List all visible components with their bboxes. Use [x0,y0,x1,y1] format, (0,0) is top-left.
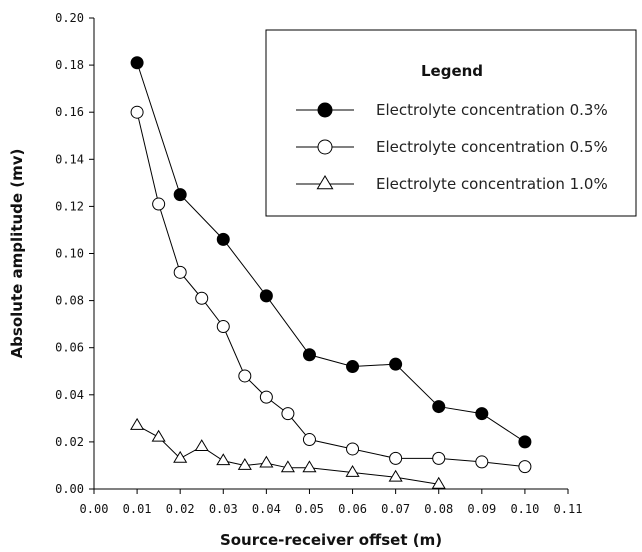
data-point [195,291,209,305]
legend-label: Electrolyte concentration 0.5% [376,138,608,156]
series-2 [130,105,532,474]
data-point [302,433,316,447]
data-point [389,357,403,371]
data-point [237,457,252,470]
data-point [259,455,274,468]
data-point [216,232,230,246]
x-axis-title: Source-receiver offset (m) [220,531,442,549]
series-1 [130,56,532,449]
data-point [345,465,360,477]
legend-marker [317,102,333,118]
data-point [389,451,403,465]
series-line [136,424,439,485]
y-tick-label: 0.08 [55,294,84,308]
data-point [432,400,446,414]
x-tick-label: 0.04 [252,502,281,516]
data-point [216,320,230,334]
x-tick-label: 0.09 [467,502,496,516]
legend-label: Electrolyte concentration 0.3% [376,101,608,119]
data-point [173,188,187,202]
data-point [173,450,188,463]
data-point [194,439,209,452]
data-point [216,453,231,466]
data-point [388,469,403,482]
x-tick-label: 0.03 [209,502,238,516]
x-tick-label: 0.06 [338,502,367,516]
legend-marker [316,175,334,190]
legend-title: Legend [421,62,483,80]
x-tick-label: 0.05 [295,502,324,516]
y-axis-title: Absolute amplitude (mv) [8,149,26,359]
y-tick-label: 0.18 [55,58,84,72]
series-3 [130,417,446,489]
data-point [302,348,316,362]
data-point [346,442,360,456]
data-point [475,407,489,421]
legend-marker [317,139,333,155]
x-tick-label: 0.07 [381,502,410,516]
data-point [518,460,532,474]
data-point [432,451,446,465]
data-point [151,429,166,442]
y-tick-label: 0.16 [55,105,84,119]
data-point [280,460,295,473]
series-line [136,62,526,443]
x-tick-label: 0.00 [80,502,109,516]
y-tick-label: 0.12 [55,199,84,213]
data-point [130,417,145,430]
y-tick-label: 0.00 [55,482,84,496]
data-point [475,455,489,469]
x-tick-label: 0.11 [554,502,583,516]
axes: 0.00 0.02 0.04 0.06 0.08 0.10 0.12 0.14 0.16 0.18… [8,11,582,549]
data-point [130,105,144,119]
x-tick-label: 0.10 [510,502,539,516]
x-tick-label: 0.02 [166,502,195,516]
y-tick-label: 0.14 [55,152,84,166]
data-point [302,460,317,473]
legend: Legend Electrolyte concentration 0.3% Elec… [265,29,637,217]
y-tick-label: 0.04 [55,388,84,402]
x-tick-label: 0.01 [123,502,152,516]
plot-area [130,56,532,489]
y-tick-label: 0.06 [55,341,84,355]
data-point [259,390,273,404]
data-point [281,407,295,421]
data-point [130,56,144,70]
legend-item: Electrolyte concentration 1.0% [296,175,608,193]
y-tick-label: 0.10 [55,247,84,261]
y-tick-label: 0.02 [55,435,84,449]
y-tick-label: 0.20 [55,11,84,25]
data-point [431,476,446,489]
data-point [173,265,187,279]
data-point [152,197,166,211]
legend-item: Electrolyte concentration 0.3% [296,101,608,119]
data-point [518,435,532,449]
data-point [238,369,252,383]
legend-item: Electrolyte concentration 0.5% [296,138,608,156]
x-tick-label: 0.08 [424,502,453,516]
data-point [259,289,273,303]
data-point [346,360,360,374]
legend-label: Electrolyte concentration 1.0% [376,175,608,193]
